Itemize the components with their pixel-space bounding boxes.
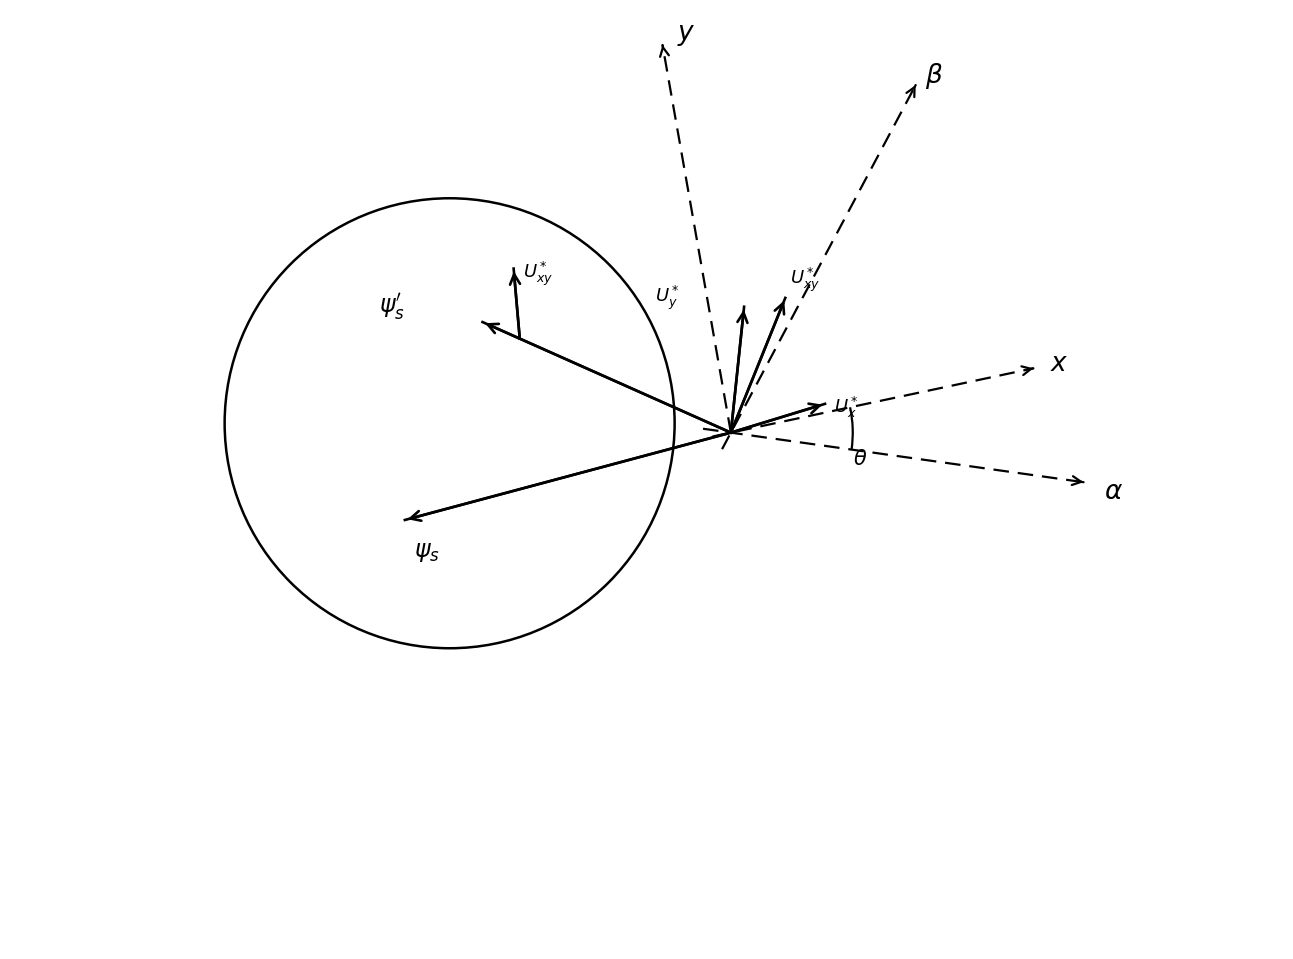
Text: $U^*_y$: $U^*_y$ (656, 284, 680, 312)
Text: $\theta$: $\theta$ (853, 450, 868, 470)
Text: $\alpha$: $\alpha$ (1104, 479, 1124, 504)
Text: $U^*_{xy}$: $U^*_{xy}$ (790, 266, 820, 293)
Text: $x$: $x$ (1050, 351, 1069, 377)
Text: $\psi_s$: $\psi_s$ (414, 541, 440, 565)
Text: $\psi_s'$: $\psi_s'$ (379, 292, 405, 322)
Text: $\beta$: $\beta$ (924, 60, 943, 90)
Text: $y$: $y$ (676, 22, 696, 49)
Text: $U^*_{xy}$: $U^*_{xy}$ (522, 260, 553, 288)
Text: $U^*_x$: $U^*_x$ (834, 395, 859, 420)
